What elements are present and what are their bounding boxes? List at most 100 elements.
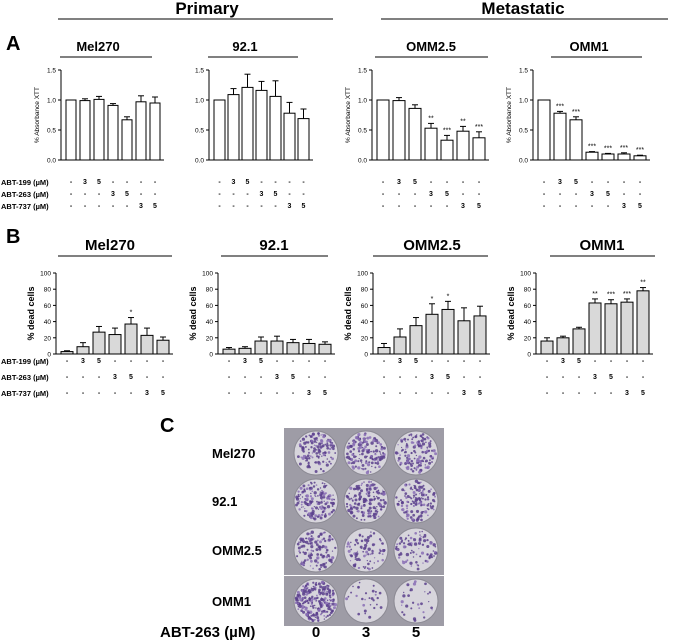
- colony-spot: [401, 508, 403, 511]
- colony-spot: [322, 469, 325, 473]
- treatment-cell: -: [415, 390, 418, 397]
- colony-spot: [367, 547, 371, 551]
- colony-spot: [400, 446, 403, 449]
- colony-spot: [404, 537, 408, 540]
- colony-spot: [408, 434, 411, 437]
- colony-spot: [401, 560, 404, 562]
- treatment-cell: -: [479, 374, 482, 381]
- colony-spot: [377, 491, 381, 495]
- y-tick-label: 0.5: [519, 128, 528, 135]
- colony-spot: [302, 585, 305, 588]
- colony-spot: [323, 495, 325, 497]
- treatment-cell: -: [130, 358, 133, 365]
- bar: [140, 334, 154, 355]
- colony-spot: [372, 584, 375, 587]
- colony-spot: [320, 467, 322, 470]
- colony-spot: [333, 603, 338, 607]
- colony-spot: [313, 614, 316, 617]
- bar: [283, 112, 296, 161]
- colony-spot: [308, 590, 312, 594]
- colony-spot: [410, 565, 413, 567]
- colony-spot: [353, 496, 355, 498]
- colony-spot: [412, 513, 416, 517]
- y-tick-label: 20: [206, 335, 214, 342]
- colony-spot: [413, 542, 418, 546]
- colony-spot: [305, 612, 309, 617]
- colony-spot: [359, 453, 361, 456]
- colony-spot: [310, 512, 314, 516]
- bar: [213, 99, 226, 161]
- colony-spot: [410, 459, 414, 463]
- plate-axis-label: ABT-263 (µM): [160, 624, 255, 641]
- colony-spot: [319, 516, 323, 520]
- colony-spot: [309, 435, 312, 438]
- colony-spot: [404, 492, 408, 495]
- treatment-cell: -: [276, 390, 279, 397]
- bar: [572, 328, 586, 355]
- colony-spot: [324, 513, 327, 515]
- colony-spot: [378, 551, 381, 555]
- treatment-cell: 3: [232, 179, 236, 186]
- treatment-cell: -: [462, 179, 465, 186]
- y-tick-label: 60: [44, 303, 52, 310]
- colony-spot: [347, 541, 350, 544]
- bar: [604, 303, 618, 355]
- y-tick-label: 0.5: [195, 128, 204, 135]
- colony-spot: [297, 490, 300, 493]
- colony-spot: [365, 460, 368, 463]
- treatment-cell: 3: [462, 390, 466, 397]
- colony-spot: [308, 434, 311, 437]
- colony-spot: [382, 455, 386, 459]
- colony-spot: [306, 465, 310, 469]
- colony-spot: [356, 542, 360, 545]
- colony-spot: [307, 537, 311, 541]
- colony-spot: [330, 603, 333, 605]
- colony-spot: [316, 488, 320, 491]
- colony-spot: [428, 556, 431, 559]
- colony-spot: [313, 440, 317, 443]
- colony-spot: [424, 451, 426, 453]
- colony-spot: [300, 503, 303, 506]
- y-tick-label: 40: [44, 319, 52, 326]
- colony-spot: [421, 530, 423, 533]
- colony-spot: [323, 615, 326, 617]
- treatment-cell: -: [66, 390, 69, 397]
- treatment-cell: 5: [125, 191, 129, 198]
- colony-spot: [321, 455, 323, 457]
- colony-spot: [369, 553, 372, 556]
- colony-spot: [352, 514, 356, 518]
- colony-spot: [411, 518, 415, 521]
- colony-spot: [327, 584, 330, 588]
- colony-spot: [313, 506, 316, 508]
- colony-spot: [427, 592, 429, 595]
- treatment-cell: 3: [398, 358, 402, 365]
- colony-spot: [330, 558, 333, 562]
- colony-spot: [361, 482, 364, 485]
- colony-spot: [298, 550, 301, 553]
- colony-spot: [314, 616, 317, 618]
- colony-spot: [427, 449, 431, 452]
- colony-spot: [323, 585, 327, 589]
- colony-spot: [330, 498, 334, 501]
- colony-spot: [302, 602, 305, 604]
- chart-b-6: OMM2.5 0 20 40 60 80 100 % dead cells * * - 3 5 - - - - -…: [343, 237, 490, 397]
- colony-spot: [313, 604, 315, 607]
- treatment-cell: 3: [111, 191, 115, 198]
- colony-spot: [362, 437, 366, 441]
- colony-spot: [406, 454, 411, 458]
- colony-spot: [326, 614, 329, 618]
- colony-spot: [420, 481, 422, 484]
- colony-spot: [331, 505, 334, 507]
- colony-spot: [304, 607, 308, 611]
- treatment-cell: -: [154, 179, 157, 186]
- treatment-cell: -: [607, 179, 610, 186]
- colony-spot: [406, 583, 410, 587]
- colony-spot: [361, 463, 365, 467]
- colony-spot: [412, 462, 414, 465]
- colony-spot: [302, 484, 306, 488]
- treatment-cell: -: [292, 390, 295, 397]
- colony-spot: [316, 439, 319, 441]
- colony-spot: [405, 460, 410, 464]
- colony-spot: [416, 465, 420, 469]
